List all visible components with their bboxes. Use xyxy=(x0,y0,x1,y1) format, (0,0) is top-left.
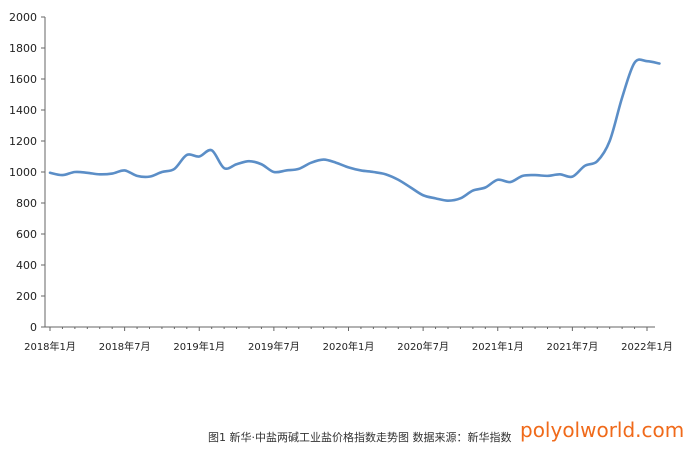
x-axis: 2018年1月 2018年7月 2019年1月 2019年7月 2020年1月 2020年… xyxy=(24,326,673,353)
watermark: polyolworld.com xyxy=(520,418,685,442)
y-tick-label: 200 xyxy=(16,290,37,303)
line-chart: 0 200 400 600 800 1000 1200 1400 1600 1800 2000 20… xyxy=(9,11,673,353)
y-tick-label: 1600 xyxy=(9,73,37,86)
x-tick-label: 2019年1月 xyxy=(173,340,225,353)
x-tick-label: 2020年7月 xyxy=(397,340,449,353)
series-line xyxy=(48,58,661,202)
y-tick-label: 400 xyxy=(16,259,37,272)
x-tick-label: 2018年7月 xyxy=(99,340,151,353)
y-tick-label: 2000 xyxy=(9,11,37,24)
x-tick-label: 2021年1月 xyxy=(472,340,524,353)
y-tick-label: 1400 xyxy=(9,104,37,117)
figure-caption: 图1 新华·中盐两碱工业盐价格指数走势图 数据来源：新华指数 xyxy=(208,431,512,444)
x-tick-label: 2020年1月 xyxy=(323,340,375,353)
y-tick-label: 1000 xyxy=(9,166,37,179)
x-tick-label: 2021年7月 xyxy=(546,340,598,353)
y-tick-label: 800 xyxy=(16,197,37,210)
y-tick-label: 1200 xyxy=(9,135,37,148)
y-tick-label: 0 xyxy=(30,321,37,334)
series-layer xyxy=(48,58,661,202)
x-tick-label: 2018年1月 xyxy=(24,340,76,353)
y-tick-label: 600 xyxy=(16,228,37,241)
y-tick-label: 1800 xyxy=(9,42,37,55)
x-tick-label: 2019年7月 xyxy=(248,340,300,353)
x-tick-label: 2022年1月 xyxy=(621,340,673,353)
y-axis: 0 200 400 600 800 1000 1200 1400 1600 1800 2000 xyxy=(9,11,46,334)
